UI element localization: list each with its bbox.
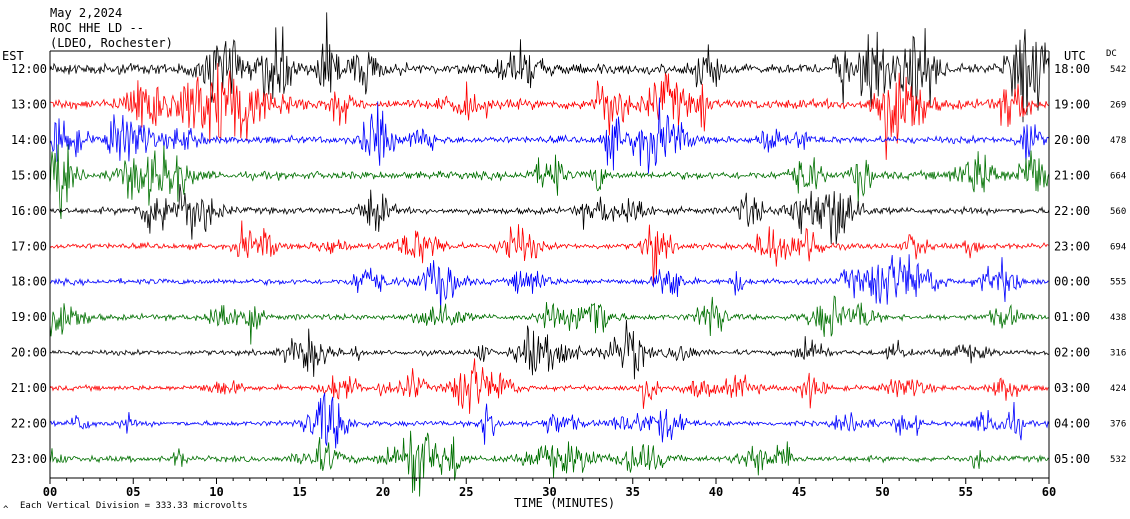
dc-value-label: 438 [1110, 313, 1126, 323]
trace-row-2100 [49, 358, 1050, 414]
est-time-label: 21:00 [11, 381, 47, 395]
x-tick-label: 10 [209, 485, 223, 499]
utc-time-label: 01:00 [1054, 310, 1090, 324]
seismic-traces [49, 12, 1050, 497]
trace-row-1200 [49, 12, 1050, 123]
dc-value-label: 542 [1110, 65, 1126, 75]
est-time-label: 23:00 [11, 452, 47, 466]
corner-mark: ^ [3, 505, 9, 515]
dc-header: DC [1106, 49, 1117, 59]
utc-time-label: 03:00 [1054, 381, 1090, 395]
x-tick-label: 55 [959, 485, 973, 499]
est-time-label: 13:00 [11, 97, 47, 111]
utc-time-label: 02:00 [1054, 346, 1090, 360]
x-axis-title: TIME (MINUTES) [514, 496, 616, 510]
scale-note: Each Vertical Division = 333.33 microvol… [20, 501, 248, 511]
x-tick-label: 45 [792, 485, 806, 499]
utc-time-label: 00:00 [1054, 275, 1090, 289]
dc-value-label: 478 [1110, 136, 1126, 146]
utc-time-label: 04:00 [1054, 417, 1090, 431]
row-labels: 12:00 18:00 542 13:00 19:00 269 14:00 20:00 478 1… [11, 62, 1126, 466]
utc-time-label: 20:00 [1054, 133, 1090, 147]
est-time-label: 18:00 [11, 275, 47, 289]
left-zone-label: EST [2, 49, 24, 63]
dc-value-label: 532 [1110, 455, 1126, 465]
x-tick-label: 25 [459, 485, 473, 499]
x-tick-label: 20 [376, 485, 390, 499]
x-tick-label: 05 [126, 485, 140, 499]
header-date: May 2,2024 [50, 6, 123, 20]
trace-row-1500 [49, 144, 1050, 220]
est-time-label: 12:00 [11, 62, 47, 76]
trace-row-1300 [49, 63, 1050, 160]
est-time-label: 20:00 [11, 346, 47, 360]
est-time-label: 19:00 [11, 310, 47, 324]
x-tick-label: 00 [43, 485, 57, 499]
dc-value-label: 269 [1110, 100, 1126, 110]
header-station: ROC HHE LD -- [50, 21, 144, 35]
dc-value-label: 694 [1110, 242, 1126, 252]
x-tick-label: 40 [709, 485, 723, 499]
dc-value-label: 664 [1110, 171, 1126, 181]
trace-row-2300 [49, 430, 1050, 497]
x-tick-label: 50 [875, 485, 889, 499]
trace-row-1600 [49, 184, 1050, 245]
est-time-label: 17:00 [11, 239, 47, 253]
utc-time-label: 18:00 [1054, 62, 1090, 76]
x-tick-label: 15 [293, 485, 307, 499]
trace-row-1400 [49, 97, 1050, 174]
utc-time-label: 23:00 [1054, 239, 1090, 253]
utc-time-label: 19:00 [1054, 97, 1090, 111]
trace-row-1800 [49, 254, 1050, 314]
est-time-label: 16:00 [11, 204, 47, 218]
est-time-label: 15:00 [11, 168, 47, 182]
dc-value-label: 376 [1110, 420, 1126, 430]
x-tick-label: 35 [626, 485, 640, 499]
utc-time-label: 05:00 [1054, 452, 1090, 466]
right-zone-label: UTC [1064, 49, 1086, 63]
trace-row-1900 [49, 295, 1050, 345]
utc-time-label: 21:00 [1054, 168, 1090, 182]
dc-value-label: 424 [1110, 384, 1126, 394]
dc-value-label: 555 [1110, 278, 1126, 288]
trace-row-2000 [49, 319, 1050, 380]
utc-time-label: 22:00 [1054, 204, 1090, 218]
x-tick-label: 60 [1042, 485, 1056, 499]
est-time-label: 14:00 [11, 133, 47, 147]
header-network: (LDEO, Rochester) [50, 36, 173, 50]
trace-row-1700 [49, 220, 1050, 285]
plot-frame [49, 50, 1050, 479]
x-axis-ticks: 00 05 10 15 20 25 30 35 40 45 50 55 60 [43, 478, 1056, 499]
x-tick-label: 30 [542, 485, 556, 499]
dc-value-label: 316 [1110, 349, 1126, 359]
dc-value-label: 560 [1110, 207, 1126, 217]
est-time-label: 22:00 [11, 417, 47, 431]
trace-row-2200 [49, 392, 1050, 449]
